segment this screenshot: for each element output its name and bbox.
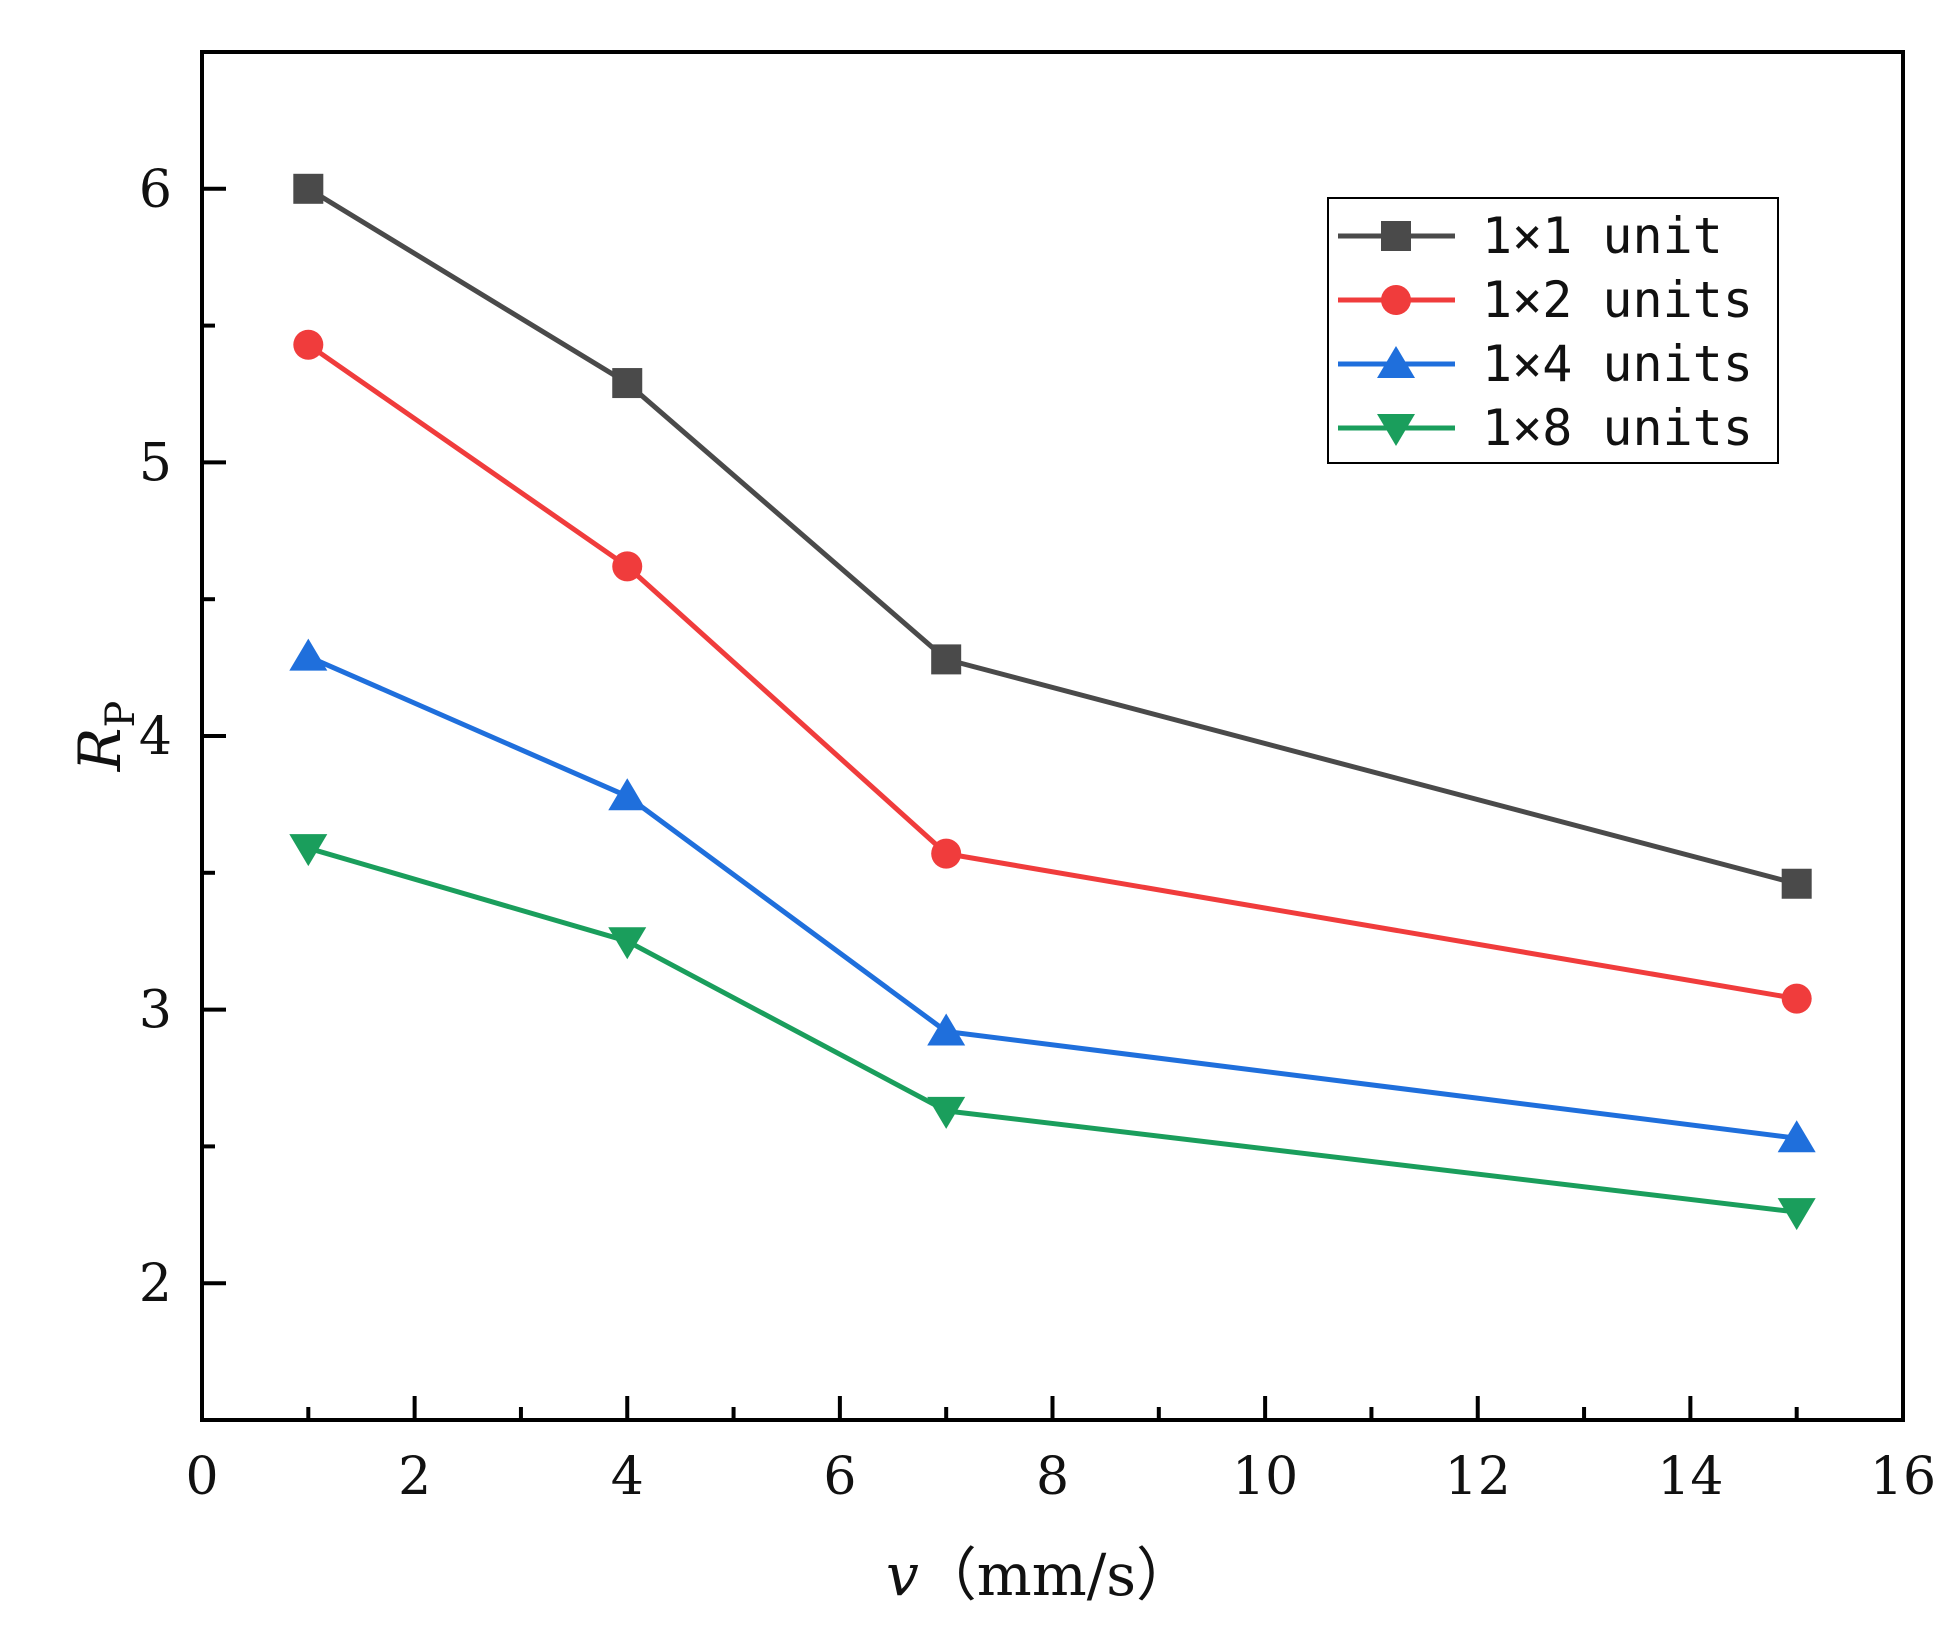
y-tick-label: 2 xyxy=(139,1254,172,1314)
legend-label: 1×1 unit xyxy=(1482,207,1723,265)
data-point xyxy=(293,173,324,204)
x-axis-title-symbol: v xyxy=(886,1541,919,1609)
legend-label: 1×4 units xyxy=(1482,335,1753,393)
y-axis-title: RP xyxy=(66,701,144,773)
y-tick-label: 3 xyxy=(139,981,172,1041)
series-layer xyxy=(289,173,1816,1231)
legend-marker xyxy=(1381,285,1411,315)
data-point xyxy=(612,368,643,399)
y-tick-label: 4 xyxy=(139,707,172,767)
legend-marker xyxy=(1381,221,1411,251)
legend-label: 1×2 units xyxy=(1482,271,1753,329)
series-1 xyxy=(293,173,1812,899)
x-tick-label: 8 xyxy=(1036,1447,1069,1507)
series-line xyxy=(307,654,1797,1141)
x-axis-title: v（mm/s） xyxy=(886,1541,1194,1609)
series-line xyxy=(307,186,1798,887)
data-point xyxy=(289,834,328,867)
data-point xyxy=(931,838,962,869)
series-line xyxy=(307,845,1797,1215)
x-tick-label: 2 xyxy=(398,1447,431,1507)
legend: 1×1 unit 1×2 units 1×4 units 1×8 units xyxy=(1327,197,1779,464)
data-point xyxy=(1781,868,1812,899)
y-axis-title-subscript: P xyxy=(98,701,144,728)
x-tick-label: 10 xyxy=(1232,1447,1298,1507)
x-tick-label: 14 xyxy=(1657,1447,1723,1507)
data-point xyxy=(289,638,328,671)
y-axis-title-symbol: R xyxy=(66,728,134,773)
x-tick-label: 16 xyxy=(1870,1447,1936,1507)
x-axis-ticks: 0 2 4 6 8 10 12 14 16 xyxy=(185,1396,1936,1507)
series-4 xyxy=(289,834,1816,1231)
data-point xyxy=(608,927,647,960)
legend-marker xyxy=(1377,414,1415,446)
data-point xyxy=(1781,983,1812,1014)
data-point xyxy=(927,1096,966,1129)
y-tick-label: 6 xyxy=(139,160,172,220)
data-point xyxy=(1777,1198,1816,1231)
y-axis-ticks: 2 3 4 5 6 xyxy=(139,50,226,1422)
data-point xyxy=(608,778,647,811)
data-point xyxy=(293,329,324,360)
legend-entry: 1×1 unit xyxy=(1338,207,1723,265)
data-point xyxy=(1777,1120,1816,1153)
x-tick-label: 6 xyxy=(823,1447,856,1507)
series-line xyxy=(306,342,1798,1002)
data-point xyxy=(931,644,962,675)
data-point xyxy=(927,1013,966,1046)
series-2 xyxy=(293,329,1812,1014)
x-tick-label: 0 xyxy=(185,1447,218,1507)
legend-marker xyxy=(1377,346,1415,378)
x-tick-label: 12 xyxy=(1445,1447,1511,1507)
legend-entry: 1×8 units xyxy=(1338,399,1753,457)
x-tick-label: 4 xyxy=(611,1447,644,1507)
series-3 xyxy=(289,638,1816,1153)
data-point xyxy=(612,551,643,582)
y-tick-label: 5 xyxy=(139,433,172,493)
legend-entry: 1×4 units xyxy=(1338,335,1753,393)
legend-label: 1×8 units xyxy=(1482,399,1753,457)
legend-entry: 1×2 units xyxy=(1338,271,1753,329)
x-axis-title-unit: （mm/s） xyxy=(919,1541,1194,1609)
